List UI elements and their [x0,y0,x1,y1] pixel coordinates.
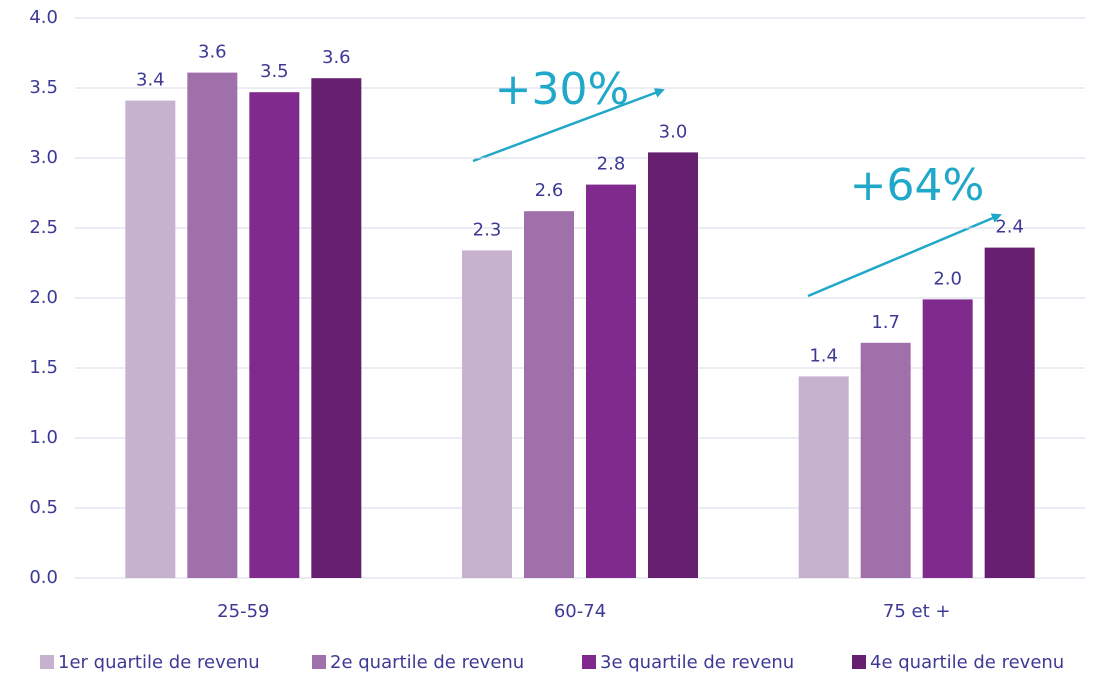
y-tick-label: 0.5 [29,497,58,518]
data-label: 3.4 [136,70,165,91]
bar [798,376,849,578]
legend-swatch [582,655,596,669]
y-tick-label: 1.5 [29,357,58,378]
x-tick-label: 60-74 [554,601,606,622]
data-label: 3.6 [198,42,227,63]
legend-swatch [312,655,326,669]
data-label: 2.3 [473,219,502,240]
x-tick-label: 75 et + [883,601,951,622]
legend-swatch [852,655,866,669]
bar [524,211,574,578]
y-tick-label: 4.0 [29,7,58,28]
y-tick-label: 3.0 [29,147,58,168]
data-label: 3.6 [322,47,351,68]
bar [125,100,176,578]
legend-label: 3e quartile de revenu [600,652,794,673]
legend-label: 1er quartile de revenu [58,652,260,673]
data-label: 2.4 [995,217,1024,238]
arrow [807,213,1002,298]
y-tick-label: 2.0 [29,287,58,308]
legend-swatch [40,655,54,669]
bar [462,250,512,578]
x-tick-label: 25-59 [217,601,269,622]
legend-label: 4e quartile de revenu [870,652,1064,673]
data-label: 2.0 [933,268,962,289]
bar [249,92,300,578]
data-label: 3.5 [260,61,289,82]
arrow [472,88,665,163]
annotation: +30% [495,64,630,115]
bar [922,299,973,578]
bar [311,78,362,578]
data-label: 1.7 [871,312,900,333]
data-label: 1.4 [809,345,838,366]
data-label: 2.6 [535,180,564,201]
bar [187,72,238,578]
y-tick-label: 2.5 [29,217,58,238]
data-label: 3.0 [659,121,688,142]
y-tick-label: 1.0 [29,427,58,448]
bar [648,152,698,578]
y-tick-label: 3.5 [29,77,58,98]
data-label: 2.8 [597,154,626,175]
y-tick-label: 0.0 [29,567,58,588]
annotation: +64% [850,160,985,211]
bar [586,184,636,578]
legend-label: 2e quartile de revenu [330,652,524,673]
bar [984,247,1035,578]
bar [860,342,911,578]
